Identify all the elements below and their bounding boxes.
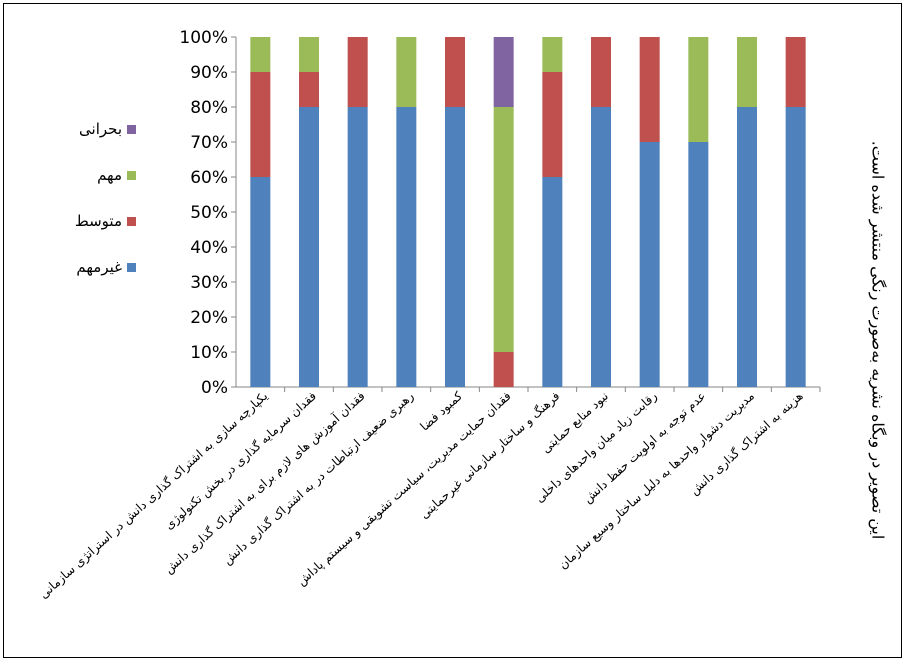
bar-segment: [445, 107, 465, 387]
bar-segment: [347, 107, 368, 387]
bar-segment: [542, 177, 563, 387]
y-tick-label: 90%: [190, 63, 228, 83]
bar-segment: [396, 37, 417, 107]
y-tick-label: 80%: [190, 98, 228, 118]
bar-segment: [542, 37, 563, 72]
stacked-bar-chart: 0% 10% 20% 30% 40% 50% 60% 70% 80% 90% 100% یکپارچ…: [37, 28, 821, 602]
y-tick-label: 40%: [190, 238, 228, 258]
bar-segment: [493, 352, 514, 387]
bar-segment: [737, 37, 757, 107]
bar-segment: [250, 72, 271, 177]
bar-segment: [299, 107, 319, 387]
y-tick-label: 30%: [190, 273, 228, 293]
bar-segment: [785, 107, 806, 387]
side-note: این تصویر در وبگاه نشریه به‌صورت رنگی من…: [868, 140, 888, 540]
bar-segment: [591, 107, 611, 387]
legend-label: غیرمهم: [76, 258, 122, 276]
bar-segment: [737, 107, 757, 387]
y-tick-label: 50%: [190, 203, 228, 223]
bar-segment: [347, 37, 368, 107]
y-tick-label: 20%: [190, 308, 228, 328]
bar-segment: [639, 37, 660, 142]
legend-swatch: [127, 217, 136, 226]
legend-label: مهم: [97, 166, 122, 184]
legend-swatch: [127, 125, 136, 134]
bar-segment: [542, 72, 563, 177]
x-tick-label: کمبود فضا: [417, 389, 465, 435]
bar-segment: [445, 37, 465, 107]
bar-segment: [591, 37, 611, 107]
x-tick-label: یکپارچه سازی به اشتراک گذاری دانش در است…: [37, 389, 271, 602]
bar-segment: [688, 142, 709, 387]
bar-segment: [299, 72, 319, 107]
bar-segment: [396, 107, 417, 387]
chart-frame: 0% 10% 20% 30% 40% 50% 60% 70% 80% 90% 100% یکپارچ…: [3, 3, 902, 658]
bar-segment: [785, 37, 806, 107]
legend-label: متوسط: [75, 212, 122, 230]
bar-segment: [250, 37, 271, 72]
bar-segment: [493, 107, 514, 352]
y-tick-label: 60%: [190, 168, 228, 188]
y-tick-label: 0%: [201, 378, 228, 398]
bar-segment: [250, 177, 271, 387]
bar-segment: [493, 37, 514, 107]
legend-swatch: [127, 171, 136, 180]
legend-swatch: [127, 263, 136, 272]
bar-segment: [688, 37, 709, 142]
bar-segment: [299, 37, 319, 72]
y-tick-label: 70%: [190, 133, 228, 153]
legend-label: بحرانی: [79, 120, 122, 138]
y-tick-label: 10%: [190, 343, 228, 363]
y-tick-label: 100%: [179, 28, 228, 48]
bar-segment: [639, 142, 660, 387]
